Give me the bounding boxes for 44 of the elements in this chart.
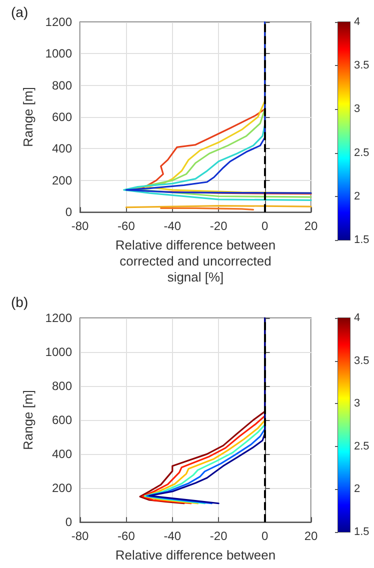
y-axis-title: Range [m] bbox=[20, 87, 36, 148]
y-tick-label: 600 bbox=[52, 413, 72, 428]
y-tick-label: 0 bbox=[65, 515, 72, 530]
color-bar-label: 4 bbox=[354, 312, 360, 324]
y-tick-label: 400 bbox=[52, 447, 72, 462]
y-tick-label: 1000 bbox=[45, 46, 72, 61]
y-tick-label: 0 bbox=[65, 205, 72, 220]
x-tick-label: -60 bbox=[118, 529, 136, 544]
y-tick-label: 400 bbox=[52, 142, 72, 156]
color-bar-label: 2.5 bbox=[354, 440, 370, 452]
x-axis-title: Relative difference between corrected and uncorrected signal [%] bbox=[115, 238, 276, 284]
y-tick-label: 800 bbox=[52, 379, 72, 394]
x-tick-label: -40 bbox=[164, 529, 182, 544]
chart-title: (a) bbox=[11, 4, 28, 20]
color-bar-label: 4 bbox=[354, 16, 360, 28]
y-tick-label: 800 bbox=[52, 78, 72, 92]
y-tick-label: 1000 bbox=[45, 345, 72, 360]
color-bar-label: 3.5 bbox=[354, 354, 370, 367]
color-bar-label: 2 bbox=[354, 190, 360, 202]
x-tick-label: -40 bbox=[164, 219, 182, 234]
y-axis-title: Range [m] bbox=[20, 390, 36, 450]
color-bar-label: 1.5 bbox=[354, 234, 370, 246]
color-bar-label: 1.5 bbox=[354, 526, 370, 538]
x-tick-label: -20 bbox=[210, 219, 228, 234]
x-tick-label: 20 bbox=[304, 219, 318, 234]
color-bar-label: 2 bbox=[354, 483, 360, 496]
y-tick-label: 200 bbox=[52, 173, 72, 188]
y-tick-label: 200 bbox=[52, 481, 72, 496]
y-tick-label: 1200 bbox=[45, 311, 72, 325]
y-tick-label: 600 bbox=[52, 110, 72, 124]
x-tick-label: -80 bbox=[71, 219, 89, 234]
x-axis-title: Relative difference between bbox=[115, 548, 276, 562]
x-tick-label: -60 bbox=[118, 219, 136, 234]
color-bar-label: 3 bbox=[354, 103, 360, 116]
chart-title: (b) bbox=[11, 294, 28, 310]
x-tick-label: 20 bbox=[304, 529, 318, 544]
color-bar-label: 3.5 bbox=[354, 60, 370, 72]
x-tick-label: 0 bbox=[261, 529, 268, 544]
x-tick-label: 0 bbox=[261, 219, 268, 234]
color-bar-label: 2.5 bbox=[354, 146, 370, 159]
x-tick-label: -80 bbox=[71, 529, 89, 544]
color-bar-label: 3 bbox=[354, 398, 360, 410]
y-tick-label: 1200 bbox=[45, 15, 72, 29]
x-tick-label: -20 bbox=[210, 529, 228, 544]
